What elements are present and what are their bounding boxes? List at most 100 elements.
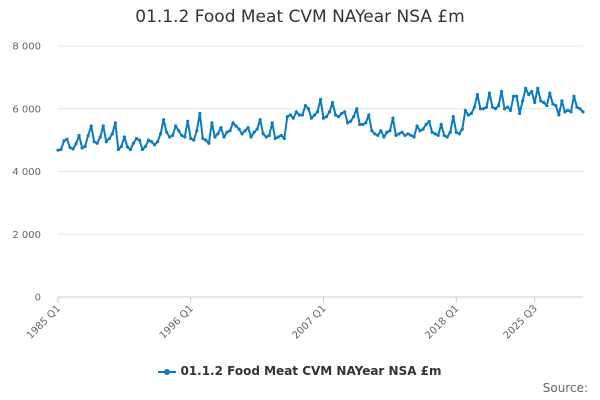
data-point[interactable] xyxy=(457,132,461,136)
data-point[interactable] xyxy=(436,133,440,138)
data-point[interactable] xyxy=(303,104,308,108)
data-point[interactable] xyxy=(340,111,344,116)
data-point[interactable] xyxy=(258,118,262,122)
data-point[interactable] xyxy=(101,124,105,128)
data-point[interactable] xyxy=(234,124,238,128)
data-point[interactable] xyxy=(560,99,564,103)
data-point[interactable] xyxy=(439,122,443,127)
data-point[interactable] xyxy=(330,100,335,105)
data-point[interactable] xyxy=(487,91,492,95)
data-point[interactable] xyxy=(327,110,332,114)
data-point[interactable] xyxy=(536,86,540,90)
data-point[interactable] xyxy=(80,146,84,150)
data-point[interactable] xyxy=(162,118,166,122)
data-point[interactable] xyxy=(430,130,434,134)
data-point[interactable] xyxy=(180,133,184,138)
data-point[interactable] xyxy=(267,133,271,138)
data-point[interactable] xyxy=(192,138,196,142)
data-point[interactable] xyxy=(86,133,90,138)
data-point[interactable] xyxy=(134,136,139,141)
data-point[interactable] xyxy=(472,105,476,109)
data-point[interactable] xyxy=(273,136,277,141)
data-point[interactable] xyxy=(213,135,217,139)
data-point[interactable] xyxy=(312,113,317,117)
data-point[interactable] xyxy=(264,135,268,139)
data-point[interactable] xyxy=(315,110,320,114)
data-point[interactable] xyxy=(318,97,323,101)
data-point[interactable] xyxy=(364,121,368,125)
data-point[interactable] xyxy=(424,122,428,127)
data-point[interactable] xyxy=(418,129,422,133)
data-point[interactable] xyxy=(433,132,437,136)
data-point[interactable] xyxy=(216,132,220,136)
data-point[interactable] xyxy=(222,135,226,139)
data-point[interactable] xyxy=(92,140,96,144)
data-point[interactable] xyxy=(551,102,555,106)
data-point[interactable] xyxy=(527,93,531,97)
data-point[interactable] xyxy=(406,132,410,136)
data-point[interactable] xyxy=(152,143,157,147)
data-point[interactable] xyxy=(297,113,301,117)
data-point[interactable] xyxy=(415,124,419,128)
data-point[interactable] xyxy=(394,133,398,138)
data-point[interactable] xyxy=(521,99,525,103)
data-point[interactable] xyxy=(110,132,114,136)
data-point[interactable] xyxy=(246,125,250,130)
data-point[interactable] xyxy=(542,100,546,105)
data-point[interactable] xyxy=(243,129,247,133)
data-point[interactable] xyxy=(346,121,350,125)
data-point[interactable] xyxy=(279,133,283,138)
data-point[interactable] xyxy=(469,111,473,116)
data-point[interactable] xyxy=(499,89,504,94)
data-point[interactable] xyxy=(300,113,304,117)
data-point[interactable] xyxy=(581,110,585,114)
data-point[interactable] xyxy=(113,121,117,125)
data-point[interactable] xyxy=(255,127,259,131)
data-point[interactable] xyxy=(71,147,75,151)
data-point[interactable] xyxy=(460,127,464,131)
data-point[interactable] xyxy=(225,130,229,134)
data-point[interactable] xyxy=(131,141,136,145)
data-point[interactable] xyxy=(207,141,211,145)
data-point[interactable] xyxy=(511,94,516,98)
data-point[interactable] xyxy=(77,133,81,138)
data-point[interactable] xyxy=(361,122,365,127)
data-point[interactable] xyxy=(288,113,292,117)
data-point[interactable] xyxy=(282,136,286,141)
data-point[interactable] xyxy=(518,111,522,116)
data-point[interactable] xyxy=(445,135,449,139)
data-point[interactable] xyxy=(466,113,470,117)
data-point[interactable] xyxy=(355,107,359,111)
data-point[interactable] xyxy=(421,127,425,131)
data-point[interactable] xyxy=(530,89,534,94)
data-point[interactable] xyxy=(515,94,519,98)
data-point[interactable] xyxy=(575,105,579,109)
data-point[interactable] xyxy=(321,116,326,120)
data-point[interactable] xyxy=(168,135,172,139)
data-point[interactable] xyxy=(400,130,404,134)
data-point[interactable] xyxy=(388,129,392,133)
data-point[interactable] xyxy=(228,129,232,133)
data-point[interactable] xyxy=(496,104,501,108)
data-point[interactable] xyxy=(62,139,66,143)
data-point[interactable] xyxy=(451,114,455,119)
data-point[interactable] xyxy=(285,114,289,119)
data-point[interactable] xyxy=(569,110,573,114)
data-point[interactable] xyxy=(397,132,401,136)
data-point[interactable] xyxy=(83,144,87,148)
data-point[interactable] xyxy=(454,130,458,134)
data-point[interactable] xyxy=(533,100,537,105)
data-point[interactable] xyxy=(358,122,362,127)
data-point[interactable] xyxy=(382,135,386,139)
data-point[interactable] xyxy=(56,148,60,152)
data-point[interactable] xyxy=(174,124,178,128)
data-point[interactable] xyxy=(143,144,148,148)
data-point[interactable] xyxy=(578,107,582,111)
data-point[interactable] xyxy=(158,132,163,136)
data-point[interactable] xyxy=(104,140,108,144)
data-point[interactable] xyxy=(505,105,510,109)
data-point[interactable] xyxy=(481,107,486,111)
data-point[interactable] xyxy=(376,133,380,138)
data-point[interactable] xyxy=(89,124,93,128)
data-point[interactable] xyxy=(149,140,154,144)
